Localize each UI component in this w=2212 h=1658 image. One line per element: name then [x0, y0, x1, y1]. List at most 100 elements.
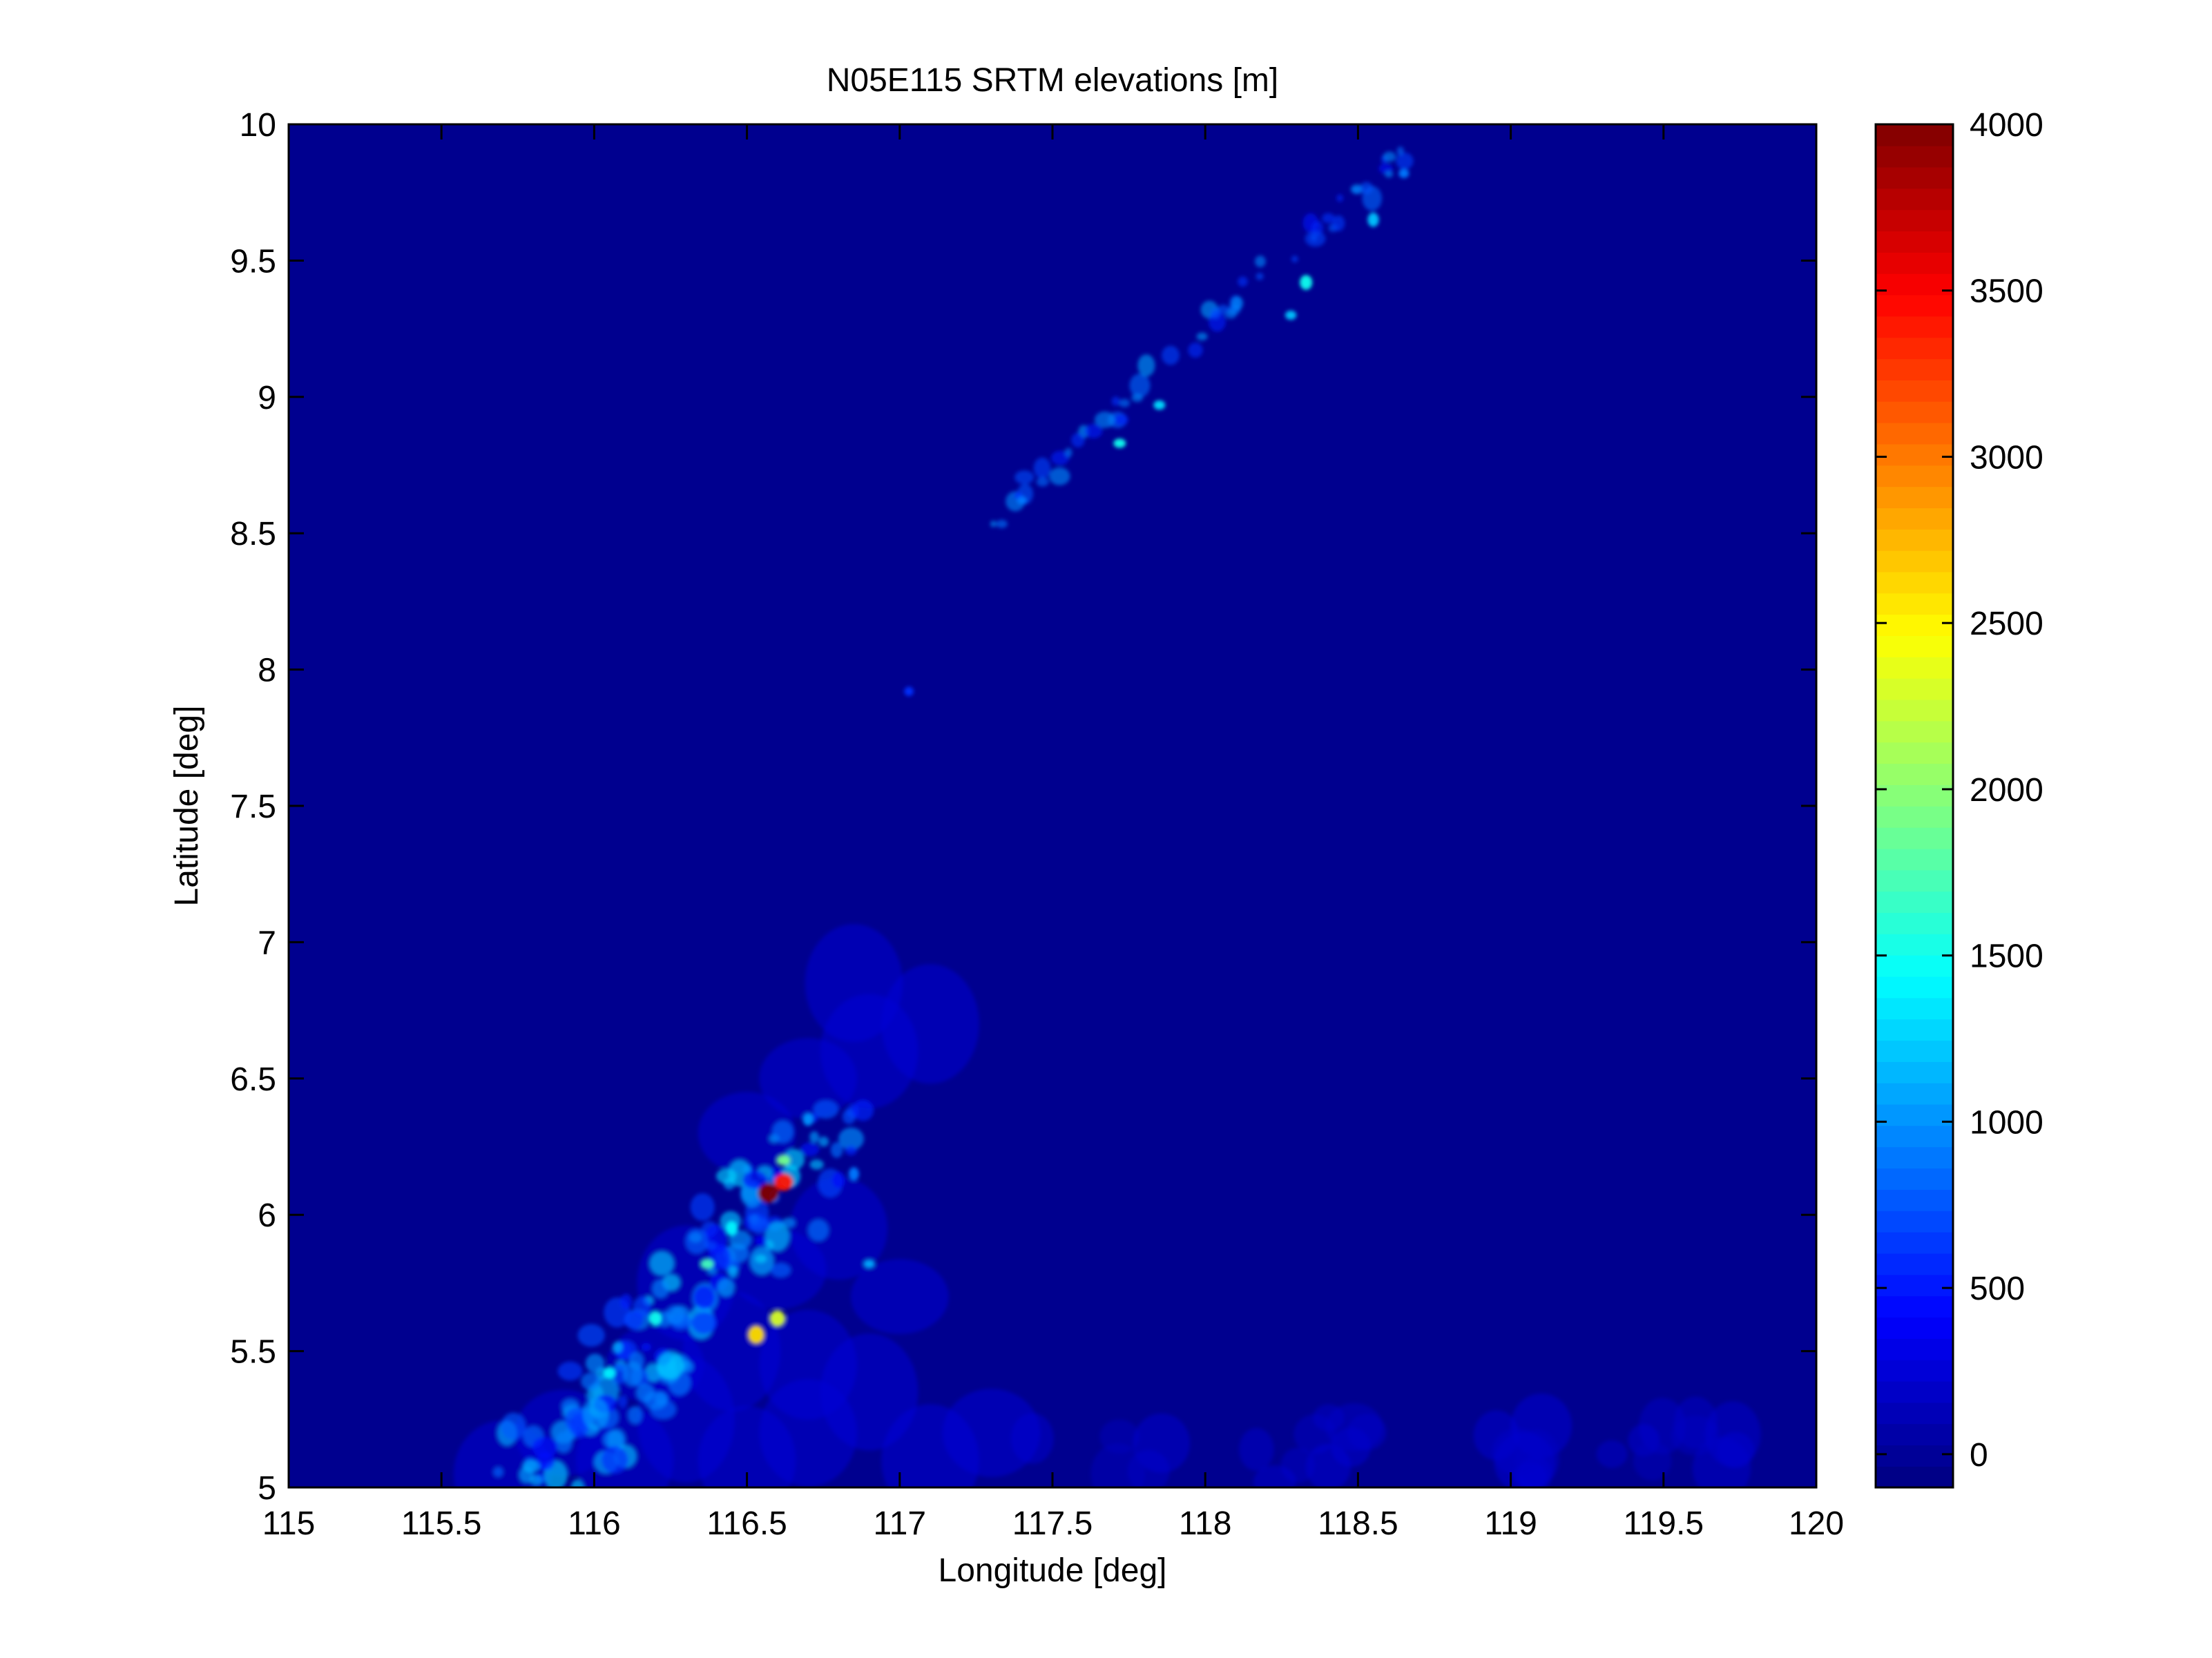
colorbar-level — [1876, 294, 1953, 317]
colorbar-level — [1876, 954, 1953, 977]
coastal-patch — [1514, 1429, 1560, 1486]
palawan-patch — [1129, 374, 1151, 398]
colorbar-tick-label: 2000 — [1970, 772, 2043, 809]
ridge-patch — [755, 1236, 767, 1246]
colorbar-level — [1876, 1359, 1953, 1382]
x-tick-label: 116 — [568, 1505, 621, 1542]
palawan-patch — [1036, 476, 1049, 487]
palawan-patch — [1196, 332, 1208, 341]
ridge-patch — [782, 1217, 796, 1228]
elevation-feature — [1113, 438, 1126, 448]
colorbar-level — [1876, 1380, 1953, 1403]
colorbar-level — [1876, 891, 1953, 914]
ridge-patch — [522, 1460, 541, 1473]
palawan-patch — [1064, 447, 1073, 458]
ridge-patch — [742, 1170, 768, 1189]
ridge-patch — [842, 1109, 856, 1124]
colorbar-level — [1876, 1445, 1953, 1467]
x-tick-label: 118.5 — [1318, 1505, 1398, 1542]
colorbar-level — [1876, 1040, 1953, 1062]
ridge-patch — [764, 1221, 790, 1252]
y-tick-label: 10 — [240, 107, 276, 144]
palawan-patch — [1238, 276, 1248, 287]
colorbar-level — [1876, 145, 1953, 168]
colorbar-frame — [1874, 123, 1954, 1489]
coastal-patch — [1325, 1403, 1383, 1452]
ridge-patch — [728, 1266, 738, 1278]
lowland-patch — [805, 924, 903, 1042]
colorbar-level — [1876, 443, 1953, 466]
colorbar-level — [1876, 763, 1953, 785]
coastal-patch — [1704, 1401, 1761, 1467]
colorbar-level — [1876, 976, 1953, 999]
palawan-patch — [1188, 343, 1203, 358]
colorbar-level — [1876, 1211, 1953, 1233]
ridge-patch — [612, 1341, 623, 1353]
colorbar-level — [1876, 848, 1953, 871]
palawan-patch — [1210, 307, 1221, 319]
colorbar-level — [1876, 529, 1953, 551]
palawan-patch — [990, 520, 997, 528]
colorbar-tick-label: 3000 — [1970, 439, 2043, 476]
colorbar-level — [1876, 358, 1953, 380]
colorbar-tick-label: 2500 — [1970, 606, 2043, 642]
y-tick-label: 8.5 — [230, 516, 276, 552]
ridge-patch — [809, 1159, 824, 1170]
palawan-patch — [1114, 414, 1128, 426]
palawan-patch — [1119, 398, 1131, 407]
colorbar-level — [1876, 550, 1953, 572]
palawan-patch — [1162, 345, 1180, 365]
elevation-feature — [769, 1310, 785, 1327]
palawan-patch — [1050, 450, 1070, 465]
x-axis-label: Longitude [deg] — [939, 1552, 1167, 1589]
palawan-patch — [1336, 194, 1343, 202]
colorbar-level — [1876, 827, 1953, 849]
colorbar-level — [1876, 677, 1953, 700]
ridge-patch — [691, 1312, 717, 1334]
elevation-feature — [802, 1112, 814, 1126]
coastal-patch — [1253, 1465, 1296, 1487]
ridge-patch — [771, 1120, 794, 1144]
palawan-patch — [1231, 296, 1244, 311]
ridge-patch — [585, 1353, 605, 1373]
colorbar-level — [1876, 252, 1953, 274]
colorbar-level — [1876, 508, 1953, 530]
colorbar-tick-label: 3500 — [1970, 273, 2043, 310]
colorbar-level — [1876, 1061, 1953, 1083]
x-tick-label: 115 — [262, 1505, 316, 1542]
y-tick-label: 7 — [258, 925, 276, 961]
ridge-patch — [749, 1218, 770, 1233]
ridge-patch — [657, 1351, 684, 1380]
ridge-patch — [532, 1436, 558, 1458]
colorbar-level — [1876, 380, 1953, 402]
ridge-patch — [501, 1412, 526, 1440]
colorbar-level — [1876, 422, 1953, 445]
palawan-patch — [1332, 215, 1345, 231]
elevation-feature — [748, 1325, 764, 1344]
ridge-patch — [782, 1148, 805, 1170]
colorbar-level — [1876, 592, 1953, 615]
elevation-feature — [1367, 212, 1379, 227]
ridge-patch — [493, 1467, 503, 1478]
palawan-patch — [1131, 394, 1143, 403]
y-tick-label: 9.5 — [230, 243, 276, 280]
ridge-patch — [800, 1142, 820, 1157]
colorbar-level — [1876, 1295, 1953, 1318]
palawan-patch — [1396, 153, 1414, 170]
palawan-patch — [1322, 213, 1335, 224]
coastal-patch — [1239, 1428, 1274, 1471]
elevation-feature — [1017, 497, 1028, 505]
ridge-patch — [652, 1279, 669, 1299]
colorbar-level — [1876, 231, 1953, 253]
ridge-patch — [628, 1406, 642, 1425]
ridge-patch — [724, 1243, 749, 1263]
colorbar-level — [1876, 1168, 1953, 1190]
colorbar-level — [1876, 997, 1953, 1020]
colorbar-level — [1876, 401, 1953, 423]
ridge-patch — [617, 1395, 628, 1408]
lowland-patch — [942, 1389, 1041, 1477]
elevation-feature — [863, 1260, 875, 1269]
ridge-patch — [624, 1311, 644, 1330]
x-tick-label: 118 — [1179, 1505, 1232, 1542]
